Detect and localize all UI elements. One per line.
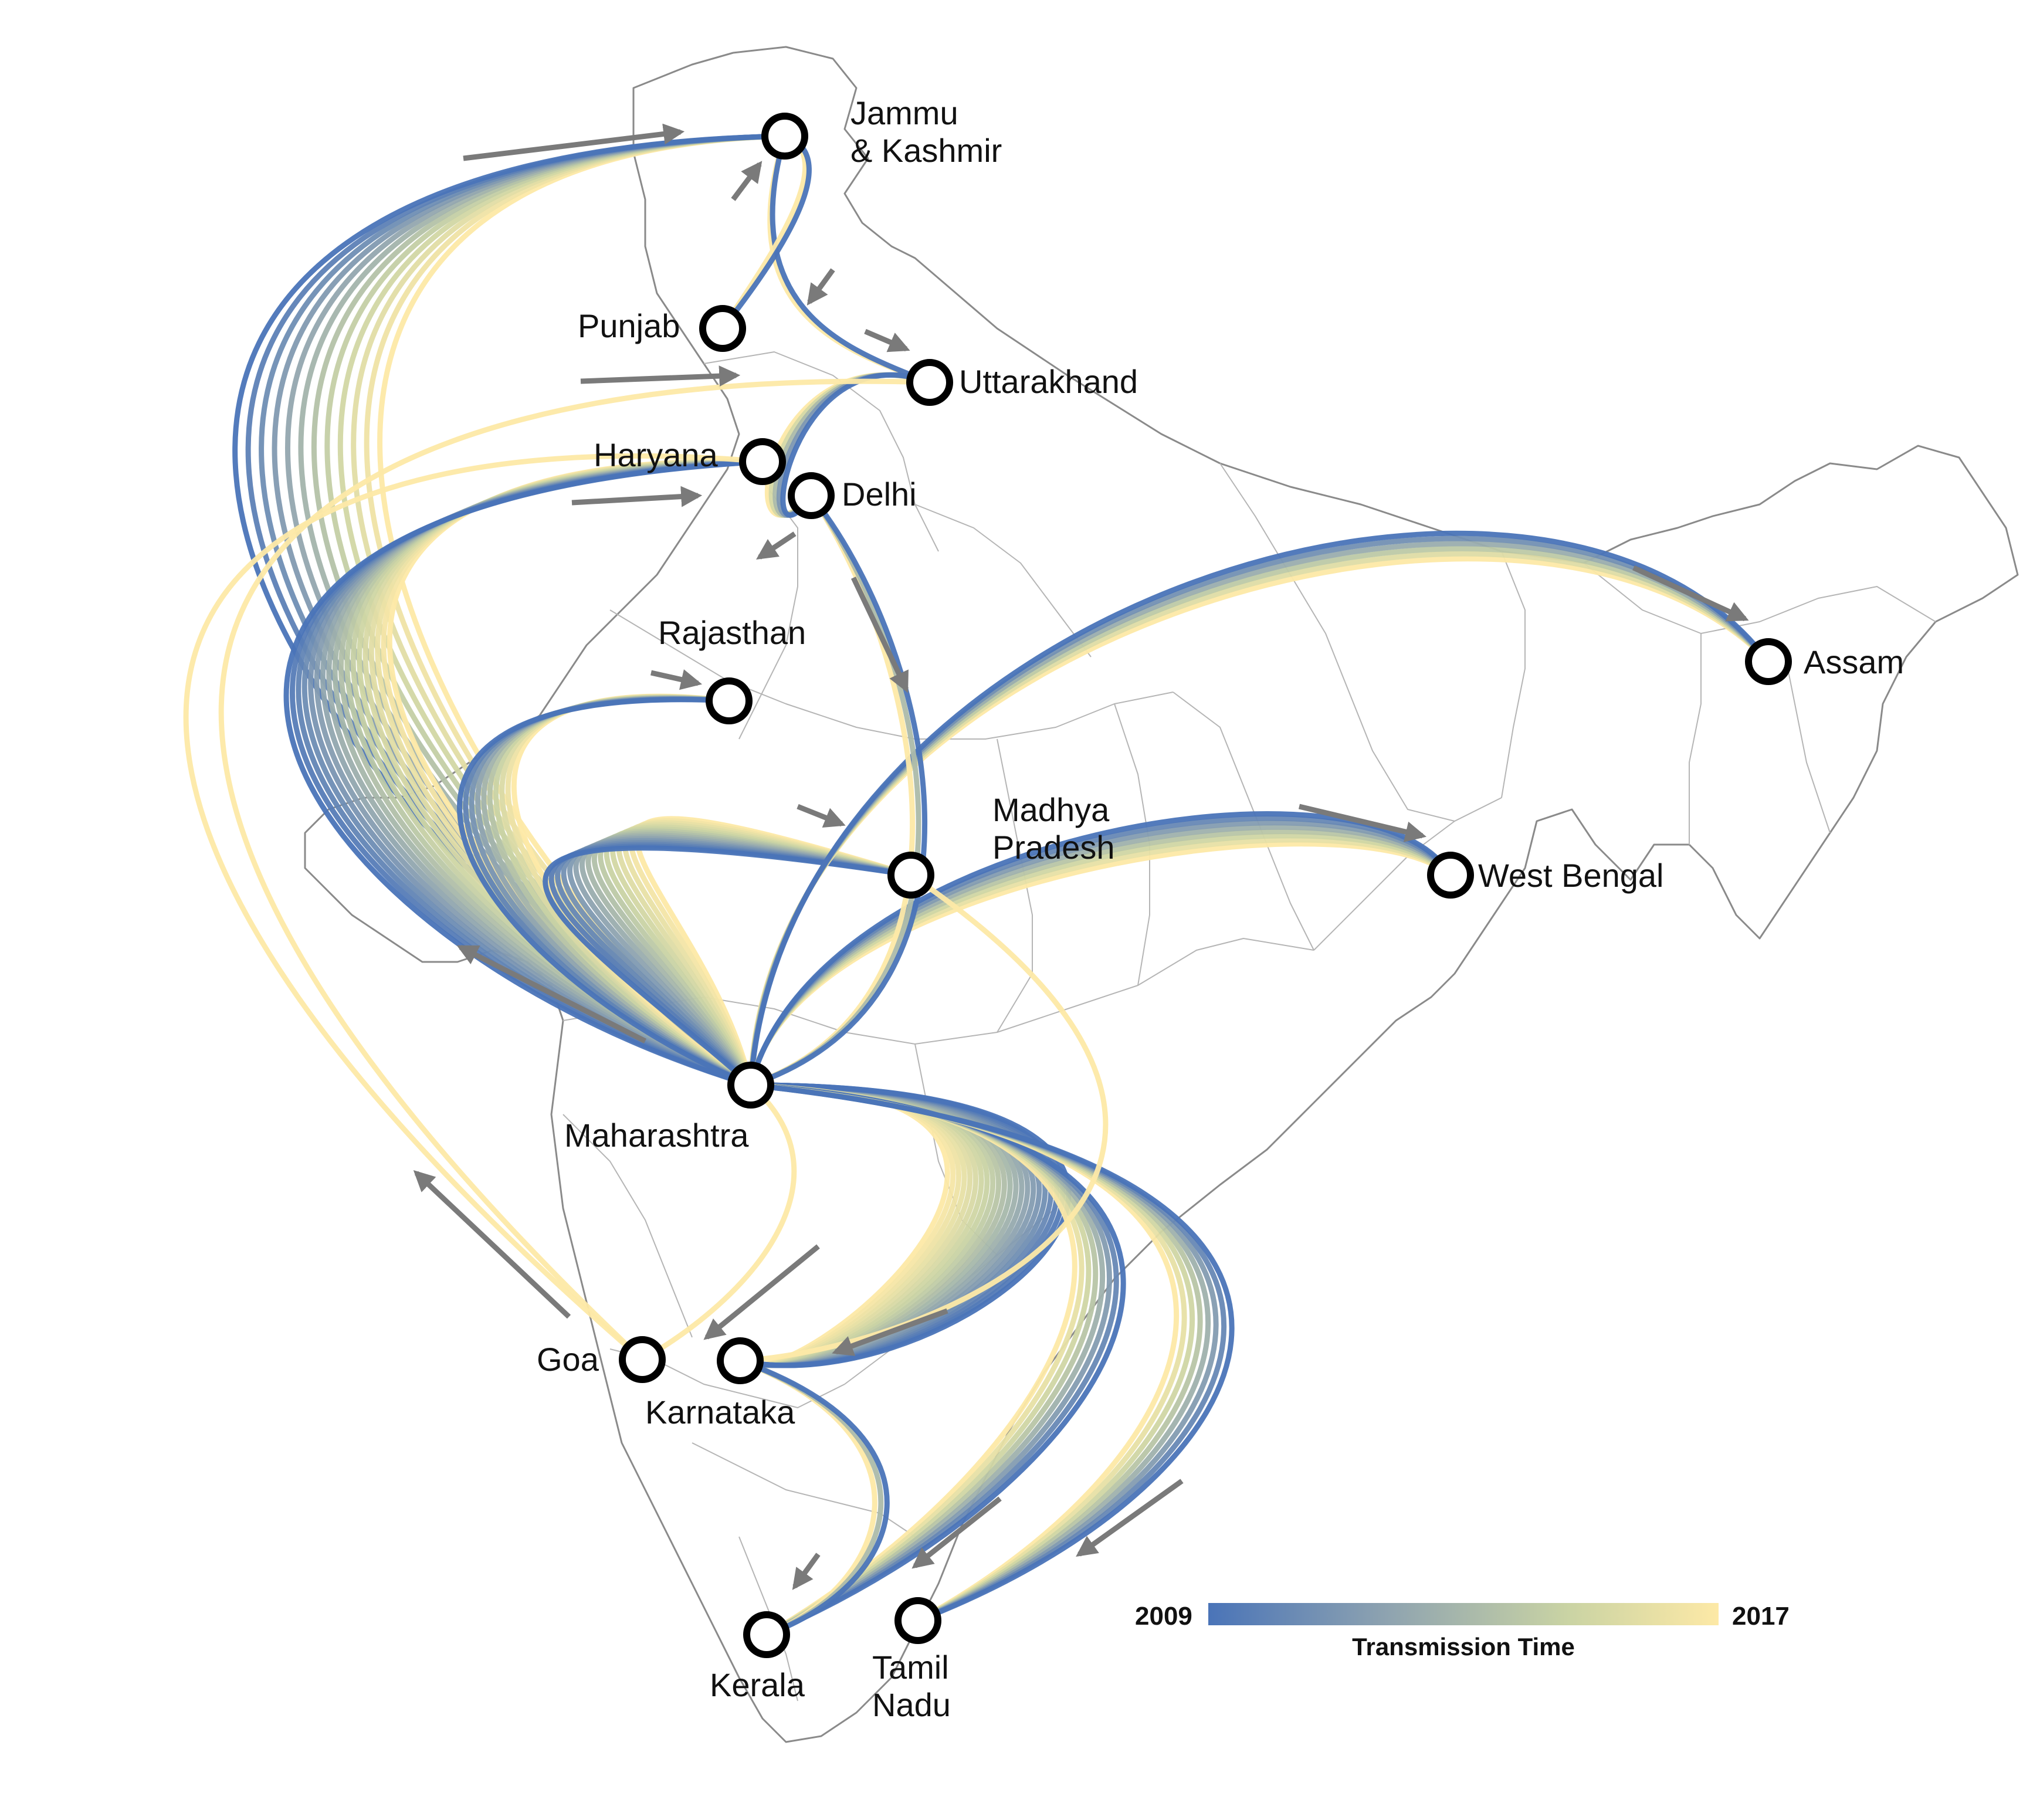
arrow-icon: [756, 531, 797, 560]
arrow-icon: [832, 1308, 948, 1356]
label-uttarakhand: Uttarakhand: [959, 363, 1138, 400]
arrow-icon: [456, 944, 647, 1044]
arrow-icon: [1632, 565, 1749, 622]
label-assam: Assam: [1804, 643, 1904, 680]
label-punjab: Punjab: [578, 307, 680, 344]
node-tamil-nadu[interactable]: [894, 1597, 941, 1644]
transmission-arc-maharashtra-to-goa: [639, 1082, 797, 1363]
state-labels: Jammu & Kashmir Punjab Uttarakhand Haryan…: [537, 94, 1904, 1723]
transmission-arc-maharashtra-to-madhya-pradesh: [543, 845, 914, 1088]
legend-start-label: 2009: [1135, 1602, 1192, 1631]
node-jammu-kashmir[interactable]: [761, 113, 808, 160]
transmission-arc-maharashtra-to-west-bengal: [748, 841, 1453, 1088]
transmission-arc-maharashtra-to-tamil-nadu: [748, 1082, 1235, 1624]
transmission-arc-maharashtra-to-rajasthan: [457, 697, 754, 1088]
legend-title: Transmission Time: [1352, 1633, 1575, 1660]
label-delhi: Delhi: [842, 476, 917, 513]
label-west-bengal: West Bengal: [1478, 857, 1663, 894]
transmission-arc-punjab-to-jammu-kashmir: [720, 133, 812, 331]
transmission-arc-uttarakhand-to-delhi: [780, 372, 933, 518]
transmission-arc-goa-to-uttarakhand: [218, 378, 933, 1363]
node-goa[interactable]: [619, 1336, 666, 1383]
arrow-icon: [1076, 1479, 1184, 1557]
transmission-arc-maharashtra-to-west-bengal: [748, 811, 1453, 1088]
arrow-icon: [792, 1553, 821, 1590]
arrow-icon: [650, 669, 703, 690]
transmission-arcs: [183, 133, 1771, 1638]
node-kerala[interactable]: [743, 1611, 790, 1658]
node-rajasthan[interactable]: [706, 677, 753, 724]
arrow-icon: [806, 268, 835, 306]
node-west-bengal[interactable]: [1427, 852, 1474, 899]
node-maharashtra[interactable]: [727, 1062, 774, 1109]
node-assam[interactable]: [1745, 638, 1792, 685]
transmission-arc-karnataka-to-kerala: [737, 1358, 890, 1638]
transmission-arc-maharashtra-to-west-bengal: [748, 837, 1453, 1088]
label-jammu-kashmir: Jammu & Kashmir: [850, 94, 1002, 169]
arrow-icon: [864, 328, 910, 353]
node-haryana[interactable]: [739, 438, 786, 485]
label-kerala: Kerala: [710, 1666, 805, 1703]
transmission-arc-maharashtra-to-jammu-kashmir: [364, 133, 788, 1088]
node-uttarakhand[interactable]: [906, 359, 953, 406]
arrow-icon: [463, 123, 685, 161]
legend-end-label: 2017: [1732, 1602, 1790, 1631]
legend: 2009 2017 Transmission Time: [1135, 1602, 1790, 1660]
transmission-arc-jammu-kashmir-to-uttarakhand: [770, 133, 933, 385]
label-karnataka: Karnataka: [645, 1394, 795, 1431]
state-borders: [562, 351, 1936, 1702]
arrow-icon: [413, 1170, 571, 1319]
transmission-arc-maharashtra-to-assam: [748, 530, 1771, 1088]
legend-color-bar: [1208, 1603, 1719, 1625]
arrow-icon: [850, 577, 909, 693]
label-maharashtra: Maharashtra: [564, 1117, 749, 1154]
node-madhya-pradesh[interactable]: [887, 852, 934, 899]
arrow-icon: [1298, 804, 1427, 842]
arrow-icon: [731, 161, 763, 201]
node-karnataka[interactable]: [717, 1337, 764, 1384]
transmission-arc-delhi-to-maharashtra: [748, 493, 927, 1088]
state-nodes: [619, 113, 1792, 1658]
label-madhya-pradesh: Madhya Pradesh: [992, 791, 1115, 866]
arrow-icon: [797, 804, 846, 828]
transmission-arc-goa-to-haryana: [183, 453, 765, 1363]
node-punjab[interactable]: [699, 305, 746, 352]
label-goa: Goa: [537, 1341, 599, 1378]
direction-arrows: [413, 123, 1749, 1590]
transmission-arc-maharashtra-to-haryana: [283, 459, 765, 1088]
arrow-icon: [580, 365, 741, 387]
arrow-icon: [911, 1496, 1002, 1569]
label-haryana: Haryana: [594, 436, 719, 473]
label-rajasthan: Rajasthan: [658, 614, 806, 651]
node-delhi[interactable]: [788, 472, 835, 519]
arrow-icon: [571, 486, 703, 507]
label-tamil-nadu: Tamil Nadu: [872, 1649, 951, 1723]
arrow-icon: [703, 1244, 820, 1340]
transmission-arc-delhi-to-maharashtra: [748, 493, 921, 1088]
